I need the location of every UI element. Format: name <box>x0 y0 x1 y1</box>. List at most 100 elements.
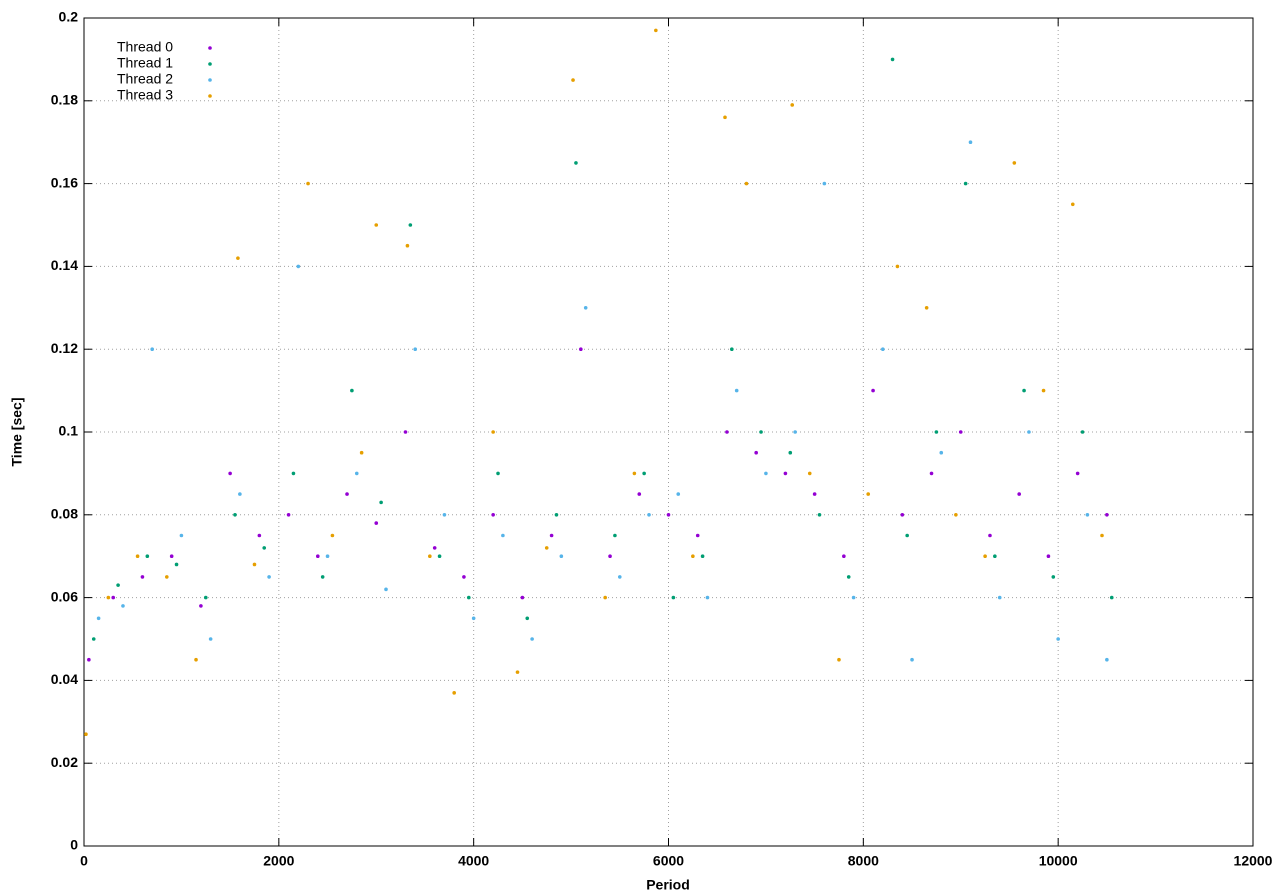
data-point <box>296 264 301 269</box>
data-point <box>379 500 383 505</box>
data-point <box>881 347 885 352</box>
data-point <box>530 637 534 641</box>
data-point <box>583 306 588 310</box>
data-point <box>734 388 739 393</box>
data-point <box>165 575 169 579</box>
data-point <box>236 256 240 260</box>
data-point <box>1080 430 1085 434</box>
data-point <box>325 554 330 558</box>
data-point <box>934 430 939 434</box>
data-point <box>267 575 271 579</box>
data-point <box>491 430 495 434</box>
data-point <box>954 513 958 517</box>
legend-marker <box>208 46 212 50</box>
data-point <box>96 616 101 621</box>
data-point <box>691 554 695 558</box>
data-point <box>150 347 154 352</box>
data-point <box>654 28 658 33</box>
data-point <box>135 554 140 558</box>
data-point <box>608 554 612 558</box>
data-point <box>1056 637 1060 641</box>
data-point <box>725 430 729 434</box>
data-point <box>1109 595 1114 600</box>
data-point <box>413 347 418 352</box>
data-point <box>958 430 963 434</box>
data-point <box>496 471 500 476</box>
data-point <box>910 657 914 662</box>
data-point <box>316 554 320 558</box>
data-point <box>116 583 120 587</box>
data-point <box>238 492 242 496</box>
data-point <box>306 181 310 186</box>
data-point <box>963 181 968 186</box>
legend-label: Thread 1 <box>117 55 173 71</box>
data-point <box>866 492 871 496</box>
data-point <box>900 513 905 517</box>
data-point <box>442 513 447 517</box>
legend-marker <box>208 78 212 82</box>
data-point <box>559 554 564 558</box>
data-point <box>807 471 812 476</box>
data-point <box>257 533 262 538</box>
data-point <box>846 575 851 579</box>
data-point <box>408 223 413 227</box>
y-tick-label: 0 <box>70 837 78 853</box>
data-point <box>1022 388 1026 393</box>
data-point <box>501 533 505 538</box>
legend-label: Thread 0 <box>117 39 173 55</box>
data-point <box>754 450 758 455</box>
x-tick-label: 10000 <box>1039 853 1078 869</box>
data-point <box>666 513 671 517</box>
x-tick-label: 6000 <box>653 853 684 869</box>
data-point <box>140 575 145 579</box>
x-tick-label: 2000 <box>263 853 294 869</box>
data-point <box>466 595 471 600</box>
data-point <box>788 450 793 455</box>
data-point <box>783 471 788 476</box>
data-point <box>291 471 296 476</box>
data-point <box>603 595 607 600</box>
data-point <box>491 513 495 517</box>
data-point <box>705 595 710 600</box>
data-point <box>374 521 379 525</box>
data-point <box>676 492 681 496</box>
data-point <box>817 513 822 517</box>
data-point <box>617 575 622 579</box>
data-point <box>520 595 525 600</box>
data-point <box>452 691 456 695</box>
data-point <box>359 450 364 455</box>
data-point <box>554 513 559 517</box>
data-point <box>471 616 476 621</box>
data-point <box>428 554 432 558</box>
data-point <box>84 732 88 737</box>
data-point <box>895 264 900 269</box>
data-point <box>939 450 944 455</box>
data-point <box>759 430 763 434</box>
data-point <box>515 670 520 674</box>
data-point <box>194 657 198 662</box>
legend-label: Thread 3 <box>117 87 173 103</box>
x-axis-label: Period <box>646 877 690 893</box>
data-point <box>354 471 359 476</box>
data-point <box>1075 471 1080 476</box>
data-point <box>1041 388 1046 393</box>
data-point <box>199 604 203 608</box>
data-point <box>228 471 232 476</box>
data-point <box>1070 202 1075 207</box>
plot-frame <box>83 17 1254 847</box>
data-point <box>286 513 291 517</box>
data-point <box>579 347 583 352</box>
data-point <box>851 595 856 600</box>
data-point <box>1027 430 1031 434</box>
data-point <box>179 533 184 538</box>
data-point <box>1105 657 1109 662</box>
data-point <box>730 347 734 352</box>
y-tick-label: 0.12 <box>51 340 78 356</box>
data-point <box>997 595 1002 600</box>
y-tick-label: 0.2 <box>59 9 79 25</box>
x-tick-label: 8000 <box>848 853 879 869</box>
data-point <box>793 430 797 434</box>
data-point <box>403 430 408 434</box>
y-tick-label: 0.1 <box>59 423 79 439</box>
